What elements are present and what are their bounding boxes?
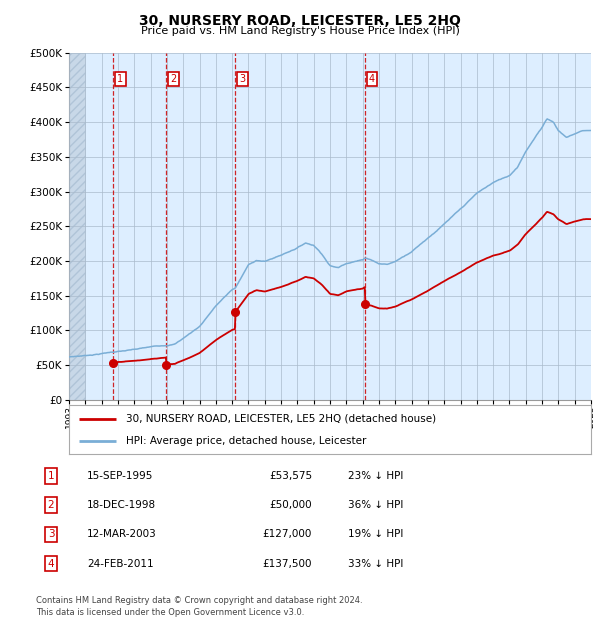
Text: £137,500: £137,500 — [263, 559, 312, 569]
Text: 12-MAR-2003: 12-MAR-2003 — [87, 529, 157, 539]
Bar — [69, 53, 85, 400]
Text: 2: 2 — [47, 500, 55, 510]
Text: 23% ↓ HPI: 23% ↓ HPI — [348, 471, 403, 481]
Text: 15-SEP-1995: 15-SEP-1995 — [87, 471, 154, 481]
Text: £127,000: £127,000 — [263, 529, 312, 539]
Text: 36% ↓ HPI: 36% ↓ HPI — [348, 500, 403, 510]
Text: 33% ↓ HPI: 33% ↓ HPI — [348, 559, 403, 569]
Text: 18-DEC-1998: 18-DEC-1998 — [87, 500, 156, 510]
Text: 4: 4 — [47, 559, 55, 569]
Text: 1: 1 — [117, 74, 124, 84]
Text: £50,000: £50,000 — [269, 500, 312, 510]
Text: 3: 3 — [47, 529, 55, 539]
Text: 30, NURSERY ROAD, LEICESTER, LE5 2HQ (detached house): 30, NURSERY ROAD, LEICESTER, LE5 2HQ (de… — [127, 414, 437, 423]
Text: Price paid vs. HM Land Registry's House Price Index (HPI): Price paid vs. HM Land Registry's House … — [140, 26, 460, 36]
Text: 4: 4 — [369, 74, 375, 84]
Text: HPI: Average price, detached house, Leicester: HPI: Average price, detached house, Leic… — [127, 436, 367, 446]
Text: 24-FEB-2011: 24-FEB-2011 — [87, 559, 154, 569]
Text: 3: 3 — [239, 74, 245, 84]
Text: 1: 1 — [47, 471, 55, 481]
Text: 19% ↓ HPI: 19% ↓ HPI — [348, 529, 403, 539]
Text: Contains HM Land Registry data © Crown copyright and database right 2024.
This d: Contains HM Land Registry data © Crown c… — [36, 596, 362, 617]
Text: £53,575: £53,575 — [269, 471, 312, 481]
Text: 30, NURSERY ROAD, LEICESTER, LE5 2HQ: 30, NURSERY ROAD, LEICESTER, LE5 2HQ — [139, 14, 461, 28]
Text: 2: 2 — [170, 74, 176, 84]
